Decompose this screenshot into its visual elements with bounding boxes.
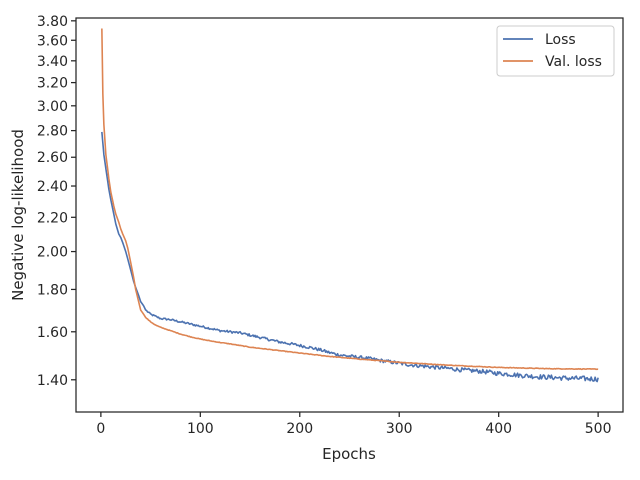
y-tick-label: 2.40 <box>37 179 68 195</box>
y-axis: 1.40 1.60 1.80 2.00 2.20 2.40 2.60 2.80 3.00 3.20… <box>37 14 76 389</box>
x-axis: 0 100 200 300 400 500 <box>96 412 612 437</box>
y-axis-label: Negative log-likelihood <box>9 129 27 301</box>
x-tick-label: 400 <box>485 421 512 437</box>
y-tick-label: 1.80 <box>37 282 68 298</box>
x-tick-label: 500 <box>585 421 612 437</box>
x-tick-label: 0 <box>96 421 105 437</box>
series-line-val-loss <box>101 28 599 371</box>
y-tick-label: 2.20 <box>37 210 68 226</box>
legend-label-val-loss: Val. loss <box>545 54 602 70</box>
x-tick-label: 100 <box>187 421 214 437</box>
y-tick-label: 3.20 <box>37 76 68 92</box>
x-tick-label: 300 <box>386 421 413 437</box>
x-axis-label: Epochs <box>322 445 376 463</box>
legend-label-loss: Loss <box>545 32 576 48</box>
plot-lines <box>101 28 599 383</box>
y-tick-label: 3.40 <box>37 54 68 70</box>
y-tick-label: 3.00 <box>37 99 68 115</box>
y-tick-label: 2.00 <box>37 245 68 261</box>
legend: Loss Val. loss <box>496 25 615 77</box>
y-tick-label: 1.40 <box>37 373 68 389</box>
y-tick-label: 3.60 <box>37 33 68 49</box>
x-tick-label: 200 <box>286 421 313 437</box>
series-line-loss <box>101 131 599 383</box>
y-tick-label: 2.80 <box>37 124 68 140</box>
y-tick-label: 1.60 <box>37 325 68 341</box>
plot-frame <box>75 17 624 413</box>
y-tick-label: 3.80 <box>37 14 68 30</box>
y-tick-label: 2.60 <box>37 150 68 166</box>
